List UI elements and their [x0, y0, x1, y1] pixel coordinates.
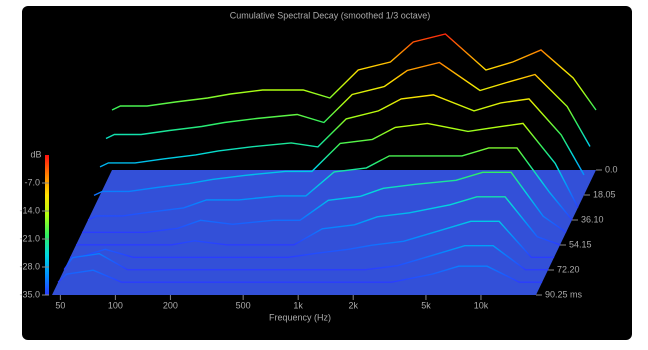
y-tick-label: -35.0	[19, 289, 40, 299]
z-tick-label: 72.20	[557, 264, 580, 274]
colorbar	[45, 155, 49, 295]
x-tick-label: 50	[55, 300, 65, 310]
chart: Cumulative Spectral Decay (smoothed 1/3 …	[0, 0, 648, 345]
z-tick-label: 90.25 ms	[545, 289, 583, 299]
z-tick-label: 0.0	[605, 164, 618, 174]
x-tick-label: 500	[236, 300, 251, 310]
x-tick-label: 10k	[474, 300, 489, 310]
x-tick-label: 200	[163, 300, 178, 310]
y-axis-label: dB	[30, 149, 41, 159]
y-tick-label: -14.0	[19, 205, 40, 215]
y-tick-label: -21.0	[19, 233, 40, 243]
x-tick-label: 1k	[293, 300, 303, 310]
x-axis-label: Frequency (Hz)	[269, 312, 331, 322]
y-tick-label: -7.0	[24, 177, 40, 187]
z-tick-label: 36.10	[581, 214, 604, 224]
z-tick-label: 54.15	[569, 239, 592, 249]
x-tick-label: 2k	[348, 300, 358, 310]
x-tick-label: 100	[108, 300, 123, 310]
y-tick-label: -28.0	[19, 261, 40, 271]
z-tick-label: 18.05	[593, 189, 616, 199]
x-tick-label: 5k	[421, 300, 431, 310]
chart-title: Cumulative Spectral Decay (smoothed 1/3 …	[230, 10, 431, 20]
